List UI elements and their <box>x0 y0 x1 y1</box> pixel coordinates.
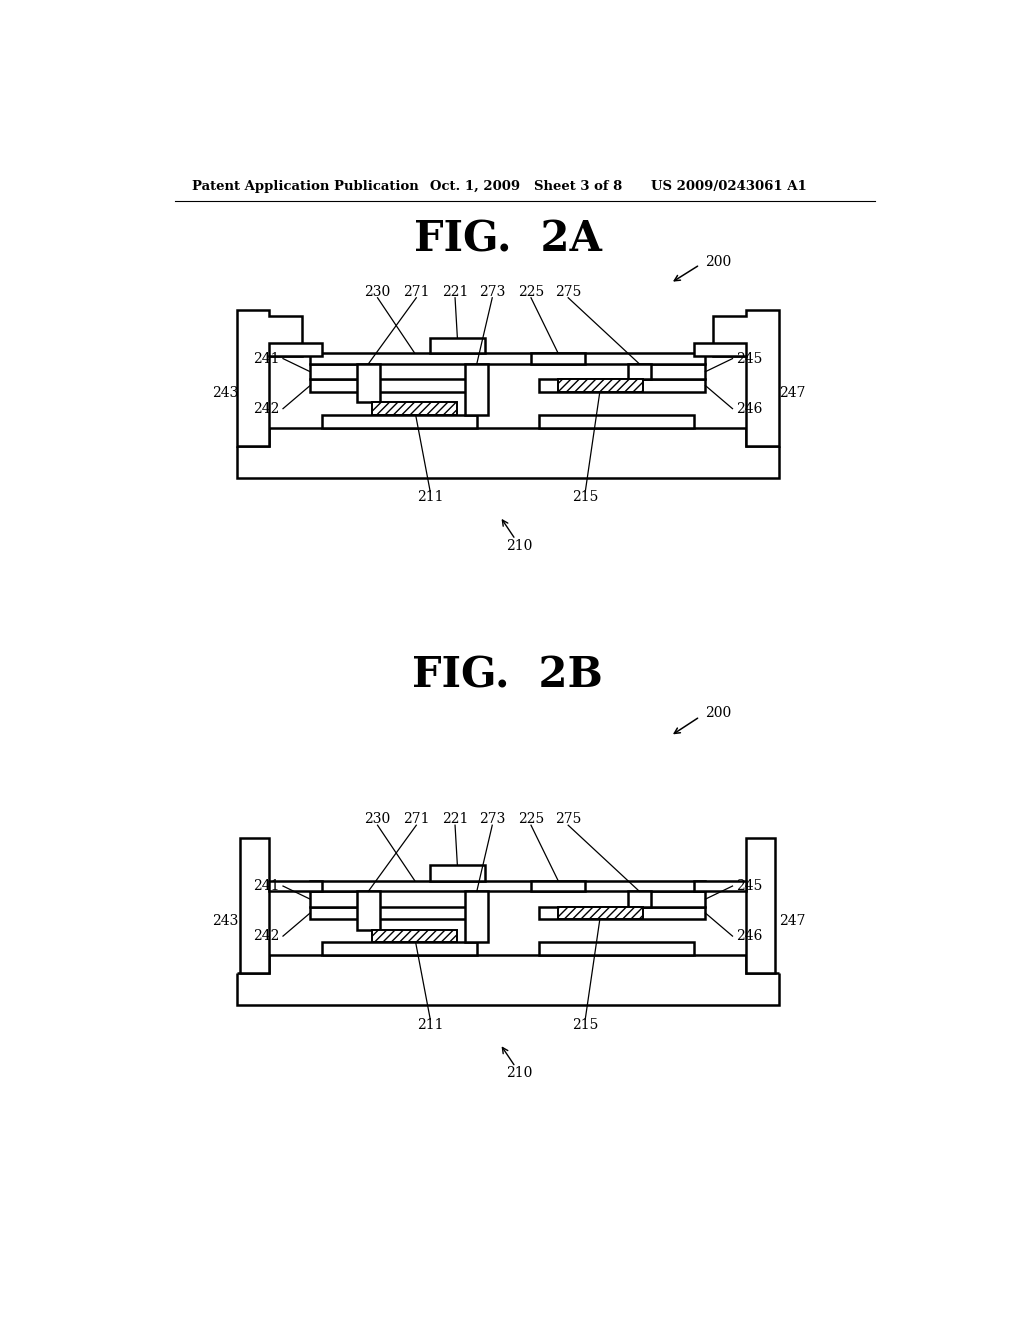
Text: 241: 241 <box>253 351 280 366</box>
Bar <box>310 891 376 907</box>
Bar <box>465 364 488 414</box>
Bar <box>531 354 586 364</box>
Text: 247: 247 <box>779 913 806 928</box>
Bar <box>310 907 477 919</box>
Bar <box>531 880 586 891</box>
Bar <box>310 880 706 891</box>
Bar <box>628 364 651 379</box>
Text: 230: 230 <box>365 285 391 298</box>
Text: 210: 210 <box>506 1067 532 1080</box>
Text: 245: 245 <box>736 879 763 894</box>
Bar <box>372 403 458 414</box>
Bar <box>539 942 693 956</box>
Text: 210: 210 <box>506 539 532 553</box>
Bar <box>430 866 484 880</box>
Text: 273: 273 <box>479 812 506 826</box>
Text: 230: 230 <box>365 812 391 826</box>
Bar <box>241 838 269 973</box>
Bar <box>539 379 706 392</box>
Text: 275: 275 <box>555 812 582 826</box>
Bar <box>269 343 322 356</box>
Text: US 2009/0243061 A1: US 2009/0243061 A1 <box>651 180 807 193</box>
Text: 246: 246 <box>736 929 763 942</box>
Bar <box>640 891 706 907</box>
Bar <box>269 880 322 891</box>
Text: 243: 243 <box>212 387 239 400</box>
Bar <box>372 929 458 942</box>
Text: 273: 273 <box>479 285 506 298</box>
Text: 215: 215 <box>572 1018 598 1032</box>
Bar <box>465 891 488 942</box>
Text: 225: 225 <box>518 812 544 826</box>
Bar <box>356 364 380 403</box>
Text: 242: 242 <box>253 929 280 942</box>
Bar <box>310 364 376 379</box>
Polygon shape <box>713 310 779 446</box>
Bar <box>558 907 643 919</box>
Polygon shape <box>237 310 302 446</box>
Bar <box>356 891 380 929</box>
Text: 215: 215 <box>572 490 598 504</box>
Bar <box>693 880 746 891</box>
Text: 200: 200 <box>705 706 731 719</box>
Text: 271: 271 <box>403 285 429 298</box>
Text: Oct. 1, 2009   Sheet 3 of 8: Oct. 1, 2009 Sheet 3 of 8 <box>430 180 623 193</box>
Bar <box>322 942 477 956</box>
Text: 221: 221 <box>442 812 468 826</box>
Text: 211: 211 <box>417 1018 443 1032</box>
Bar <box>693 343 746 356</box>
Text: 247: 247 <box>779 387 806 400</box>
Text: Patent Application Publication: Patent Application Publication <box>191 180 418 193</box>
Bar <box>310 379 477 392</box>
Text: FIG.  2A: FIG. 2A <box>414 218 602 260</box>
Text: 200: 200 <box>705 255 731 268</box>
Text: 243: 243 <box>212 913 239 928</box>
Text: 225: 225 <box>518 285 544 298</box>
Bar <box>322 414 477 428</box>
Text: 241: 241 <box>253 879 280 894</box>
Text: 242: 242 <box>253 401 280 416</box>
Bar <box>539 414 693 428</box>
Bar <box>746 838 775 973</box>
Text: FIG.  2B: FIG. 2B <box>413 655 603 697</box>
Bar <box>310 354 706 364</box>
Text: 221: 221 <box>442 285 468 298</box>
Text: 271: 271 <box>403 812 429 826</box>
Bar <box>558 379 643 392</box>
Text: 245: 245 <box>736 351 763 366</box>
Bar <box>640 364 706 379</box>
Text: 275: 275 <box>555 285 582 298</box>
Text: 246: 246 <box>736 401 763 416</box>
Bar <box>539 907 706 919</box>
Bar <box>430 338 484 354</box>
Text: 211: 211 <box>417 490 443 504</box>
Bar <box>628 891 651 907</box>
